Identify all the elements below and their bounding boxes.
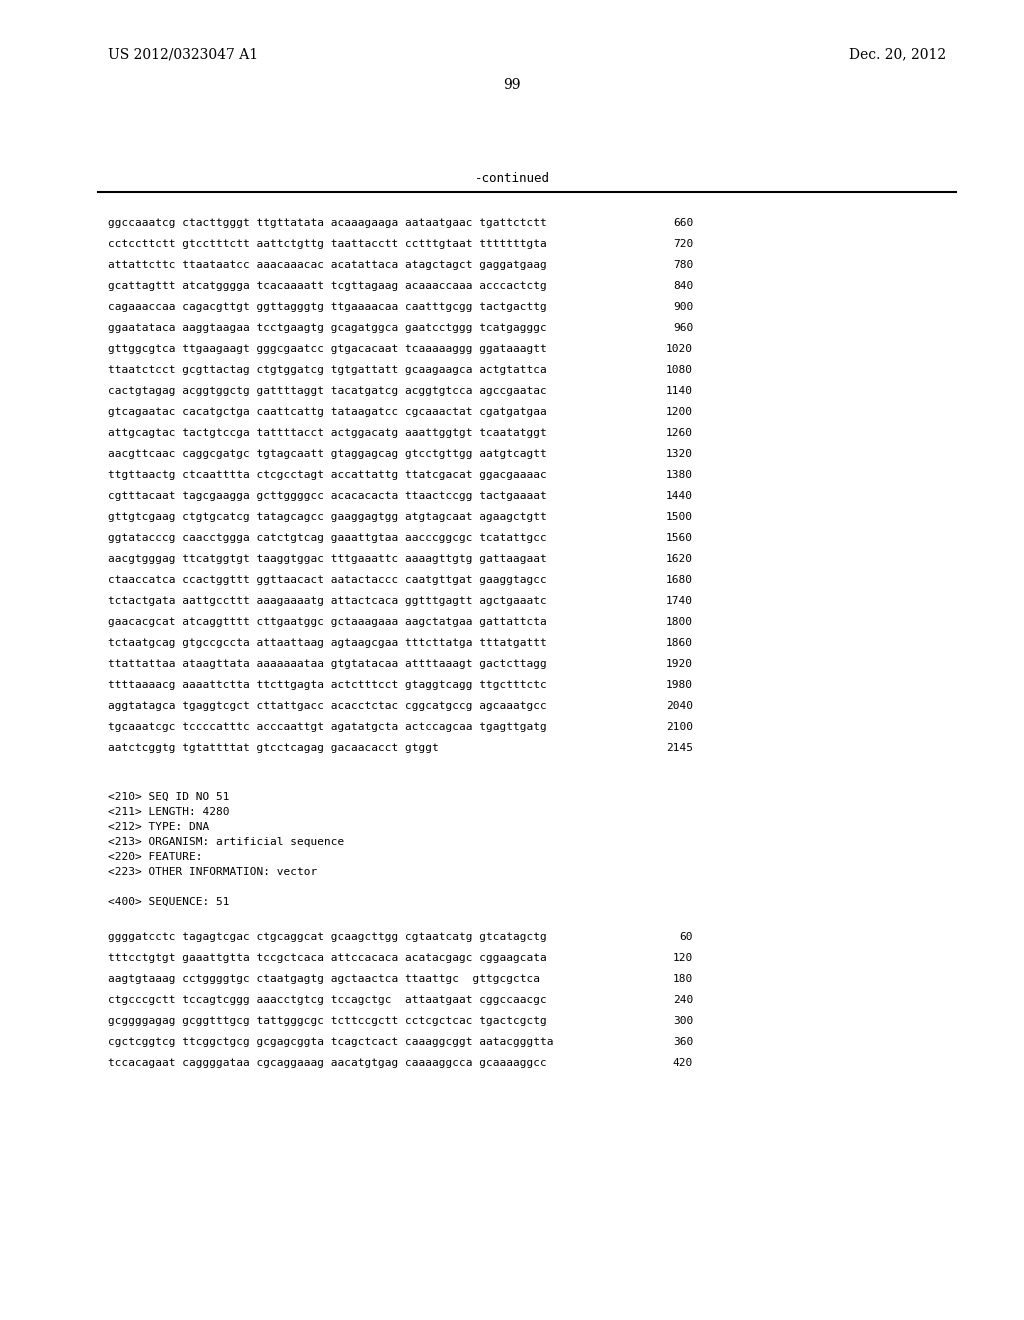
Text: 1680: 1680: [666, 576, 693, 585]
Text: 840: 840: [673, 281, 693, 290]
Text: 660: 660: [673, 218, 693, 228]
Text: cactgtagag acggtggctg gattttaggt tacatgatcg acggtgtcca agccgaatac: cactgtagag acggtggctg gattttaggt tacatga…: [108, 385, 547, 396]
Text: attgcagtac tactgtccga tattttacct actggacatg aaattggtgt tcaatatggt: attgcagtac tactgtccga tattttacct actggac…: [108, 428, 547, 438]
Text: aggtatagca tgaggtcgct cttattgacc acacctctac cggcatgccg agcaaatgcc: aggtatagca tgaggtcgct cttattgacc acacctc…: [108, 701, 547, 711]
Text: 1380: 1380: [666, 470, 693, 480]
Text: <210> SEQ ID NO 51: <210> SEQ ID NO 51: [108, 792, 229, 803]
Text: tctaatgcag gtgccgccta attaattaag agtaagcgaa tttcttatga tttatgattt: tctaatgcag gtgccgccta attaattaag agtaagc…: [108, 638, 547, 648]
Text: <212> TYPE: DNA: <212> TYPE: DNA: [108, 822, 209, 832]
Text: tgcaaatcgc tccccatttc acccaattgt agatatgcta actccagcaa tgagttgatg: tgcaaatcgc tccccatttc acccaattgt agatatg…: [108, 722, 547, 733]
Text: tttcctgtgt gaaattgtta tccgctcaca attccacaca acatacgagc cggaagcata: tttcctgtgt gaaattgtta tccgctcaca attccac…: [108, 953, 547, 964]
Text: 1260: 1260: [666, 428, 693, 438]
Text: 1080: 1080: [666, 366, 693, 375]
Text: ttattattaa ataagttata aaaaaaataa gtgtatacaa attttaaagt gactcttagg: ttattattaa ataagttata aaaaaaataa gtgtata…: [108, 659, 547, 669]
Text: 2040: 2040: [666, 701, 693, 711]
Text: ttaatctcct gcgttactag ctgtggatcg tgtgattatt gcaagaagca actgtattca: ttaatctcct gcgttactag ctgtggatcg tgtgatt…: [108, 366, 547, 375]
Text: cgctcggtcg ttcggctgcg gcgagcggta tcagctcact caaaggcggt aatacgggtta: cgctcggtcg ttcggctgcg gcgagcggta tcagctc…: [108, 1038, 554, 1047]
Text: 1980: 1980: [666, 680, 693, 690]
Text: ggtatacccg caacctggga catctgtcag gaaattgtaa aacccggcgc tcatattgcc: ggtatacccg caacctggga catctgtcag gaaattg…: [108, 533, 547, 543]
Text: 60: 60: [680, 932, 693, 942]
Text: tctactgata aattgccttt aaagaaaatg attactcaca ggtttgagtt agctgaaatc: tctactgata aattgccttt aaagaaaatg attactc…: [108, 597, 547, 606]
Text: 1920: 1920: [666, 659, 693, 669]
Text: <400> SEQUENCE: 51: <400> SEQUENCE: 51: [108, 898, 229, 907]
Text: 1800: 1800: [666, 616, 693, 627]
Text: 1020: 1020: [666, 345, 693, 354]
Text: gcggggagag gcggtttgcg tattgggcgc tcttccgctt cctcgctcac tgactcgctg: gcggggagag gcggtttgcg tattgggcgc tcttccg…: [108, 1016, 547, 1026]
Text: <213> ORGANISM: artificial sequence: <213> ORGANISM: artificial sequence: [108, 837, 344, 847]
Text: cgtttacaat tagcgaagga gcttggggcc acacacacta ttaactccgg tactgaaaat: cgtttacaat tagcgaagga gcttggggcc acacaca…: [108, 491, 547, 502]
Text: 1860: 1860: [666, 638, 693, 648]
Text: 780: 780: [673, 260, 693, 271]
Text: <211> LENGTH: 4280: <211> LENGTH: 4280: [108, 807, 229, 817]
Text: 720: 720: [673, 239, 693, 249]
Text: attattcttc ttaataatcc aaacaaacac acatattaca atagctagct gaggatgaag: attattcttc ttaataatcc aaacaaacac acatatt…: [108, 260, 547, 271]
Text: 1440: 1440: [666, 491, 693, 502]
Text: 1500: 1500: [666, 512, 693, 521]
Text: 420: 420: [673, 1059, 693, 1068]
Text: 180: 180: [673, 974, 693, 983]
Text: 300: 300: [673, 1016, 693, 1026]
Text: ctaaccatca ccactggttt ggttaacact aatactaccc caatgttgat gaaggtagcc: ctaaccatca ccactggttt ggttaacact aatacta…: [108, 576, 547, 585]
Text: 2145: 2145: [666, 743, 693, 752]
Text: aagtgtaaag cctggggtgc ctaatgagtg agctaactca ttaattgc  gttgcgctca: aagtgtaaag cctggggtgc ctaatgagtg agctaac…: [108, 974, 540, 983]
Text: 1200: 1200: [666, 407, 693, 417]
Text: ggaatataca aaggtaagaa tcctgaagtg gcagatggca gaatcctggg tcatgagggc: ggaatataca aaggtaagaa tcctgaagtg gcagatg…: [108, 323, 547, 333]
Text: 900: 900: [673, 302, 693, 312]
Text: cctccttctt gtcctttctt aattctgttg taattacctt cctttgtaat tttttttgta: cctccttctt gtcctttctt aattctgttg taattac…: [108, 239, 547, 249]
Text: gttggcgtca ttgaagaagt gggcgaatcc gtgacacaat tcaaaaaggg ggataaagtt: gttggcgtca ttgaagaagt gggcgaatcc gtgacac…: [108, 345, 547, 354]
Text: gtcagaatac cacatgctga caattcattg tataagatcc cgcaaactat cgatgatgaa: gtcagaatac cacatgctga caattcattg tataaga…: [108, 407, 547, 417]
Text: aacgtgggag ttcatggtgt taaggtggac tttgaaattc aaaagttgtg gattaagaat: aacgtgggag ttcatggtgt taaggtggac tttgaaa…: [108, 554, 547, 564]
Text: gttgtcgaag ctgtgcatcg tatagcagcc gaaggagtgg atgtagcaat agaagctgtt: gttgtcgaag ctgtgcatcg tatagcagcc gaaggag…: [108, 512, 547, 521]
Text: Dec. 20, 2012: Dec. 20, 2012: [849, 48, 946, 61]
Text: 120: 120: [673, 953, 693, 964]
Text: -continued: -continued: [474, 172, 550, 185]
Text: 1620: 1620: [666, 554, 693, 564]
Text: 1140: 1140: [666, 385, 693, 396]
Text: 1320: 1320: [666, 449, 693, 459]
Text: <223> OTHER INFORMATION: vector: <223> OTHER INFORMATION: vector: [108, 867, 317, 876]
Text: aatctcggtg tgtattttat gtcctcagag gacaacacct gtggt: aatctcggtg tgtattttat gtcctcagag gacaaca…: [108, 743, 438, 752]
Text: ctgcccgctt tccagtcggg aaacctgtcg tccagctgc  attaatgaat cggccaacgc: ctgcccgctt tccagtcggg aaacctgtcg tccagct…: [108, 995, 547, 1005]
Text: tccacagaat caggggataа cgcaggaaag aacatgtgag caaaaggcca gcaaaaggcc: tccacagaat caggggataа cgcaggaaag aacatgt…: [108, 1059, 547, 1068]
Text: <220> FEATURE:: <220> FEATURE:: [108, 851, 203, 862]
Text: ttttaaaacg aaaattctta ttcttgagta actctttcct gtaggtcagg ttgctttctc: ttttaaaacg aaaattctta ttcttgagta actcttt…: [108, 680, 547, 690]
Text: ttgttaactg ctcaatttta ctcgcctagt accattattg ttatcgacat ggacgaaaac: ttgttaactg ctcaatttta ctcgcctagt accatta…: [108, 470, 547, 480]
Text: aacgttcaac caggcgatgc tgtagcaatt gtaggagcag gtcctgttgg aatgtcagtt: aacgttcaac caggcgatgc tgtagcaatt gtaggag…: [108, 449, 547, 459]
Text: 99: 99: [503, 78, 521, 92]
Text: 1740: 1740: [666, 597, 693, 606]
Text: gcattagttt atcatgggga tcacaaaatt tcgttagaag acaaaccaaa acccactctg: gcattagttt atcatgggga tcacaaaatt tcgttag…: [108, 281, 547, 290]
Text: 960: 960: [673, 323, 693, 333]
Text: 1560: 1560: [666, 533, 693, 543]
Text: gaacacgcat atcaggtttt cttgaatggc gctaaagaaa aagctatgaa gattattcta: gaacacgcat atcaggtttt cttgaatggc gctaaag…: [108, 616, 547, 627]
Text: ggccaaatcg ctacttgggt ttgttatata acaaagaaga aataatgaac tgattctctt: ggccaaatcg ctacttgggt ttgttatata acaaaga…: [108, 218, 547, 228]
Text: 240: 240: [673, 995, 693, 1005]
Text: ggggatcctc tagagtcgac ctgcaggcat gcaagcttgg cgtaatcatg gtcatagctg: ggggatcctc tagagtcgac ctgcaggcat gcaagct…: [108, 932, 547, 942]
Text: US 2012/0323047 A1: US 2012/0323047 A1: [108, 48, 258, 61]
Text: 360: 360: [673, 1038, 693, 1047]
Text: cagaaaccaa cagacgttgt ggttagggtg ttgaaaacaa caatttgcgg tactgacttg: cagaaaccaa cagacgttgt ggttagggtg ttgaaaa…: [108, 302, 547, 312]
Text: 2100: 2100: [666, 722, 693, 733]
